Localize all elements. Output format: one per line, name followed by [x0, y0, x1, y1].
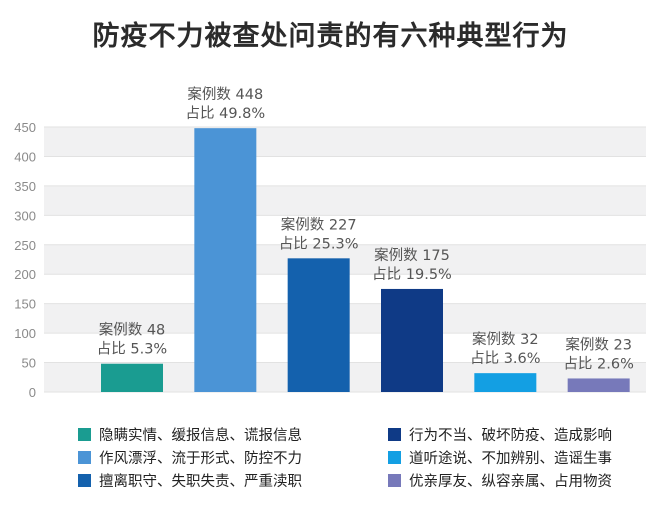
bar-share-label: 占比 49.8%	[185, 105, 265, 122]
bar-value-label: 案例数 23	[565, 335, 632, 353]
y-tick-label: 250	[14, 238, 36, 253]
legend-swatch	[78, 473, 91, 487]
legend-item: 道听途说、不加辨别、造谣生事	[388, 447, 638, 467]
bar-share-label: 占比 2.6%	[563, 355, 633, 372]
legend-item: 作风漂浮、流于形式、防控不力	[78, 447, 388, 467]
chart-title: 防疫不力被查处问责的有六种典型行为	[92, 21, 569, 52]
bar	[194, 128, 257, 392]
bar-value-label: 案例数 448	[187, 85, 263, 103]
grid-band	[44, 185, 646, 216]
legend-item: 优亲厚友、纵容亲属、占用物资	[388, 470, 638, 490]
legend-swatch	[388, 473, 401, 487]
y-tick-label: 350	[14, 179, 36, 194]
legend-swatch	[388, 450, 401, 464]
y-tick-label: 450	[14, 120, 36, 135]
bar	[474, 373, 537, 392]
legend-swatch	[78, 427, 91, 441]
legend-item: 擅离职守、失职失责、严重渎职	[78, 470, 388, 490]
legend-label: 擅离职守、失职失责、严重渎职	[99, 473, 302, 490]
bar-share-label: 占比 25.3%	[279, 235, 359, 252]
bar-share-label: 占比 19.5%	[372, 266, 452, 283]
bar	[101, 363, 163, 392]
legend-item: 行为不当、破坏防疫、造成影响	[388, 424, 638, 444]
y-tick-label: 0	[29, 385, 36, 400]
bar-share-label: 占比 3.6%	[470, 350, 540, 367]
legend-label: 道听途说、不加辨别、造谣生事	[409, 450, 612, 467]
bar-value-label: 案例数 32	[472, 330, 539, 348]
bar	[287, 258, 350, 392]
y-tick-label: 50	[22, 356, 36, 371]
y-tick-label: 100	[14, 326, 36, 341]
y-tick-label: 200	[14, 267, 36, 282]
y-tick-label: 150	[14, 297, 36, 312]
bar-value-label: 案例数 48	[99, 321, 166, 339]
legend: 隐瞒实情、缓报信息、谎报信息 行为不当、破坏防疫、造成影响 作风漂浮、流于形式、…	[78, 424, 638, 490]
bar	[567, 378, 630, 392]
legend-label: 行为不当、破坏防疫、造成影响	[409, 427, 612, 444]
y-tick-label: 400	[14, 149, 36, 164]
grid-band	[44, 127, 646, 157]
y-tick-label: 300	[14, 208, 36, 223]
bar-chart: 0 50 100 150 200 250 300 350 400 450 案例数 48 占比 5.3%…	[14, 85, 646, 400]
bar-value-label: 案例数 227	[281, 215, 357, 233]
legend-item: 隐瞒实情、缓报信息、谎报信息	[78, 424, 388, 444]
legend-swatch	[388, 427, 401, 441]
legend-label: 优亲厚友、纵容亲属、占用物资	[409, 473, 612, 490]
bar	[381, 288, 443, 392]
legend-label: 作风漂浮、流于形式、防控不力	[99, 450, 302, 467]
legend-label: 隐瞒实情、缓报信息、谎报信息	[99, 427, 302, 444]
legend-swatch	[78, 450, 91, 464]
bar-value-label: 案例数 175	[374, 246, 450, 264]
bar-share-label: 占比 5.3%	[97, 341, 167, 358]
